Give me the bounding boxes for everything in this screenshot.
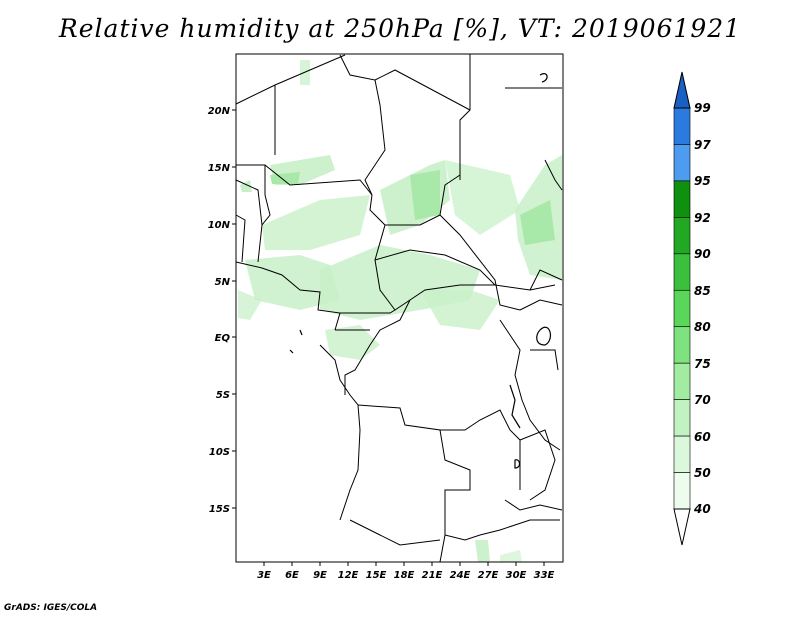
lat-label: 20N [208,106,231,117]
lon-label: 12E [338,570,359,581]
colorbar-label: 50 [694,466,711,480]
colorbar-segment [673,253,691,291]
lon-label: 27E [478,570,499,581]
colorbar-label: 40 [693,502,711,516]
colorbar-label: 92 [694,211,711,225]
lon-label: 15E [366,570,387,581]
colorbar-label: 95 [694,174,711,188]
lakes-and-coast [289,73,552,469]
humidity-shading [238,60,562,562]
lon-label: 3E [257,570,271,581]
colorbar-segment [673,144,691,182]
colorbar-segment [673,435,691,473]
colorbar-bottom-arrow [673,508,691,546]
lon-label: 9E [313,570,327,581]
colorbar-segment [673,399,691,437]
colorbar-label: 85 [694,284,711,298]
map-frame [235,53,564,563]
lat-label: 10S [209,447,230,458]
colorbar-segment [673,362,691,400]
colorbar-label: 97 [694,138,711,152]
colorbar-label: 75 [694,357,711,371]
longitude-axis: 3E 6E 9E 12E 15E 18E 21E 24E 27E 30E 33E [257,562,555,581]
colorbar-segment [673,180,691,218]
colorbar-segment [673,217,691,255]
colorbar-label: 70 [694,393,711,407]
colorbar-segment [673,107,691,145]
colorbar-label: 99 [694,101,711,115]
colorbar-label: 60 [694,430,711,444]
map-title: Relative humidity at 250hPa [%], VT: 201… [58,14,742,43]
lon-label: 21E [422,570,443,581]
lon-label: 6E [285,570,299,581]
colorbar-label: 90 [694,247,711,261]
colorbar-segment [673,472,691,510]
latitude-axis: 20N 15N 10N 5N EQ 5S 10S 15S [208,106,236,515]
colorbar-label: 80 [694,320,711,334]
lat-label: 15N [208,163,231,174]
credit-text: GrADS: IGES/COLA [4,603,98,613]
lon-label: 18E [394,570,415,581]
lat-label: 15S [209,504,230,515]
lon-label: 33E [534,570,555,581]
colorbar-segments [673,107,691,510]
humidity-shading-dense [270,170,555,245]
country-borders [235,54,563,563]
lat-label: 10N [208,220,231,231]
lat-label: 5N [215,277,231,288]
colorbar-segment [673,289,691,328]
colorbar-top-arrow [673,71,691,109]
lon-label: 30E [506,570,527,581]
lat-label: EQ [215,333,231,344]
colorbar: 99 97 95 92 90 85 80 75 70 60 50 40 [673,71,711,546]
colorbar-segment [673,326,691,364]
lon-label: 24E [450,570,471,581]
lat-label: 5S [216,390,230,401]
